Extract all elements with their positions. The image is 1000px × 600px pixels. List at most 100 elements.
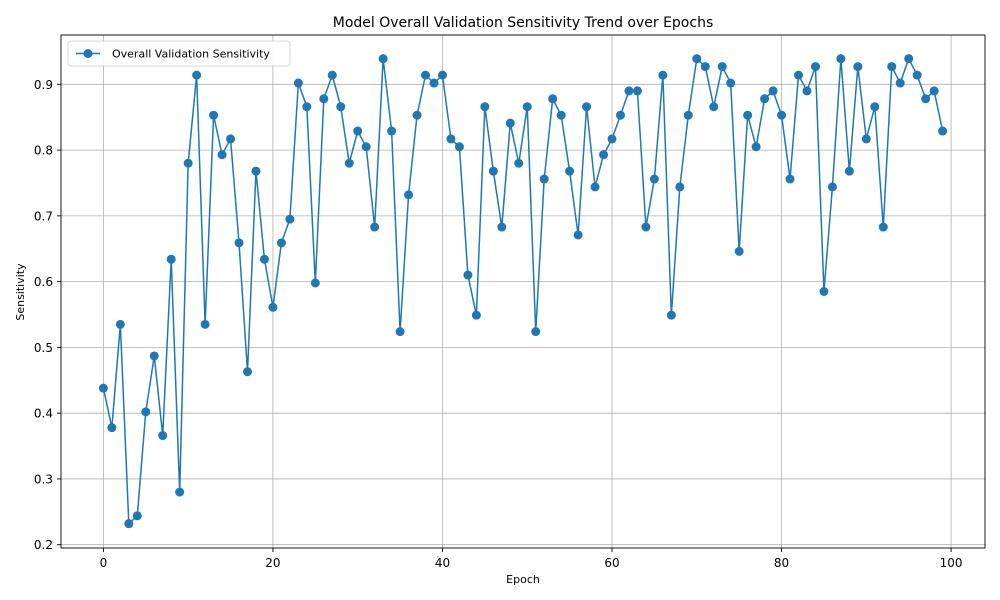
data-point	[192, 70, 202, 80]
data-point	[243, 367, 252, 377]
data-point	[844, 166, 854, 176]
data-point	[565, 166, 575, 176]
x-axis-ticks: 0 20 40 60 80 100	[100, 548, 963, 570]
data-point	[471, 310, 481, 320]
data-point	[709, 102, 719, 112]
data-point	[760, 94, 770, 104]
data-point	[632, 86, 642, 96]
data-point	[302, 102, 312, 112]
data-point	[751, 142, 761, 152]
data-point	[437, 70, 447, 80]
series-line	[102, 57, 944, 525]
data-point	[810, 62, 820, 72]
data-point	[921, 94, 931, 104]
data-point	[768, 86, 778, 96]
series-layer	[98, 54, 948, 529]
data-point	[658, 70, 668, 80]
y-tick-label: 0.3	[34, 472, 53, 486]
data-point	[463, 270, 473, 280]
data-point	[141, 407, 151, 417]
data-point	[480, 102, 490, 112]
data-point	[726, 78, 736, 88]
data-point	[785, 174, 795, 184]
x-tick-label: 60	[604, 556, 619, 570]
x-tick-label: 20	[265, 556, 280, 570]
data-point	[853, 62, 863, 72]
data-point	[387, 126, 397, 136]
x-tick-label: 100	[940, 556, 963, 570]
data-point	[319, 94, 329, 104]
data-point	[200, 319, 210, 329]
data-point	[446, 134, 456, 144]
data-point	[938, 126, 948, 136]
data-point	[158, 431, 168, 441]
data-point	[226, 134, 236, 144]
data-point	[251, 166, 261, 176]
data-point	[777, 110, 787, 120]
data-point	[107, 423, 117, 433]
data-point	[878, 222, 888, 232]
data-point	[531, 327, 541, 337]
data-point	[412, 110, 422, 120]
y-tick-label: 0.5	[34, 341, 53, 355]
data-point	[743, 110, 753, 120]
data-point	[539, 174, 549, 184]
y-tick-label: 0.8	[34, 144, 53, 158]
data-point	[488, 166, 498, 176]
data-point	[624, 86, 634, 96]
data-point	[599, 150, 609, 160]
data-point	[870, 102, 880, 112]
data-point	[912, 70, 922, 80]
data-point	[904, 54, 914, 64]
data-point	[929, 86, 939, 96]
y-tick-label: 0.9	[34, 78, 53, 92]
chart-title: Model Overall Validation Sensitivity Tre…	[333, 15, 713, 31]
data-point	[590, 182, 600, 192]
data-point	[293, 78, 303, 88]
data-point	[819, 287, 829, 296]
data-point	[573, 230, 583, 240]
data-point	[115, 319, 125, 329]
data-point	[175, 487, 185, 497]
data-point	[310, 278, 320, 288]
data-point	[548, 94, 558, 104]
data-point	[353, 126, 363, 136]
data-point	[344, 158, 354, 168]
data-point	[166, 254, 176, 264]
data-point	[675, 182, 685, 192]
data-point	[692, 54, 702, 64]
data-point	[183, 158, 193, 168]
y-tick-label: 0.7	[34, 209, 53, 223]
data-point	[836, 54, 846, 64]
data-point	[429, 78, 439, 88]
data-point	[649, 174, 659, 184]
y-axis-ticks: 0.2 0.3 0.4 0.5 0.6 0.7 0.8 0.9	[34, 78, 61, 552]
legend-series-marker	[83, 49, 93, 58]
data-point	[217, 150, 227, 160]
data-point	[234, 238, 244, 248]
data-point	[556, 110, 566, 120]
plot-area-frame	[60, 34, 986, 549]
y-tick-label: 0.2	[34, 538, 53, 552]
data-point	[895, 78, 905, 88]
x-tick-label: 40	[435, 556, 450, 570]
data-point	[209, 110, 219, 120]
data-point	[98, 383, 108, 393]
data-point	[666, 310, 676, 320]
data-point	[395, 327, 405, 337]
legend-box	[67, 40, 291, 67]
data-point	[370, 222, 380, 232]
data-point	[361, 142, 371, 152]
legend-series-label: Overall Validation Sensitivity	[112, 48, 270, 61]
y-axis-label: Sensitivity	[14, 263, 27, 321]
x-tick-label: 80	[774, 556, 789, 570]
grid-lines	[61, 35, 985, 548]
y-tick-label: 0.6	[34, 275, 53, 289]
data-point	[149, 351, 159, 361]
x-tick-label: 0	[100, 556, 108, 570]
data-point	[404, 190, 414, 200]
data-point	[285, 214, 295, 224]
data-point	[124, 519, 134, 529]
data-point	[734, 246, 744, 256]
data-point	[522, 102, 532, 112]
